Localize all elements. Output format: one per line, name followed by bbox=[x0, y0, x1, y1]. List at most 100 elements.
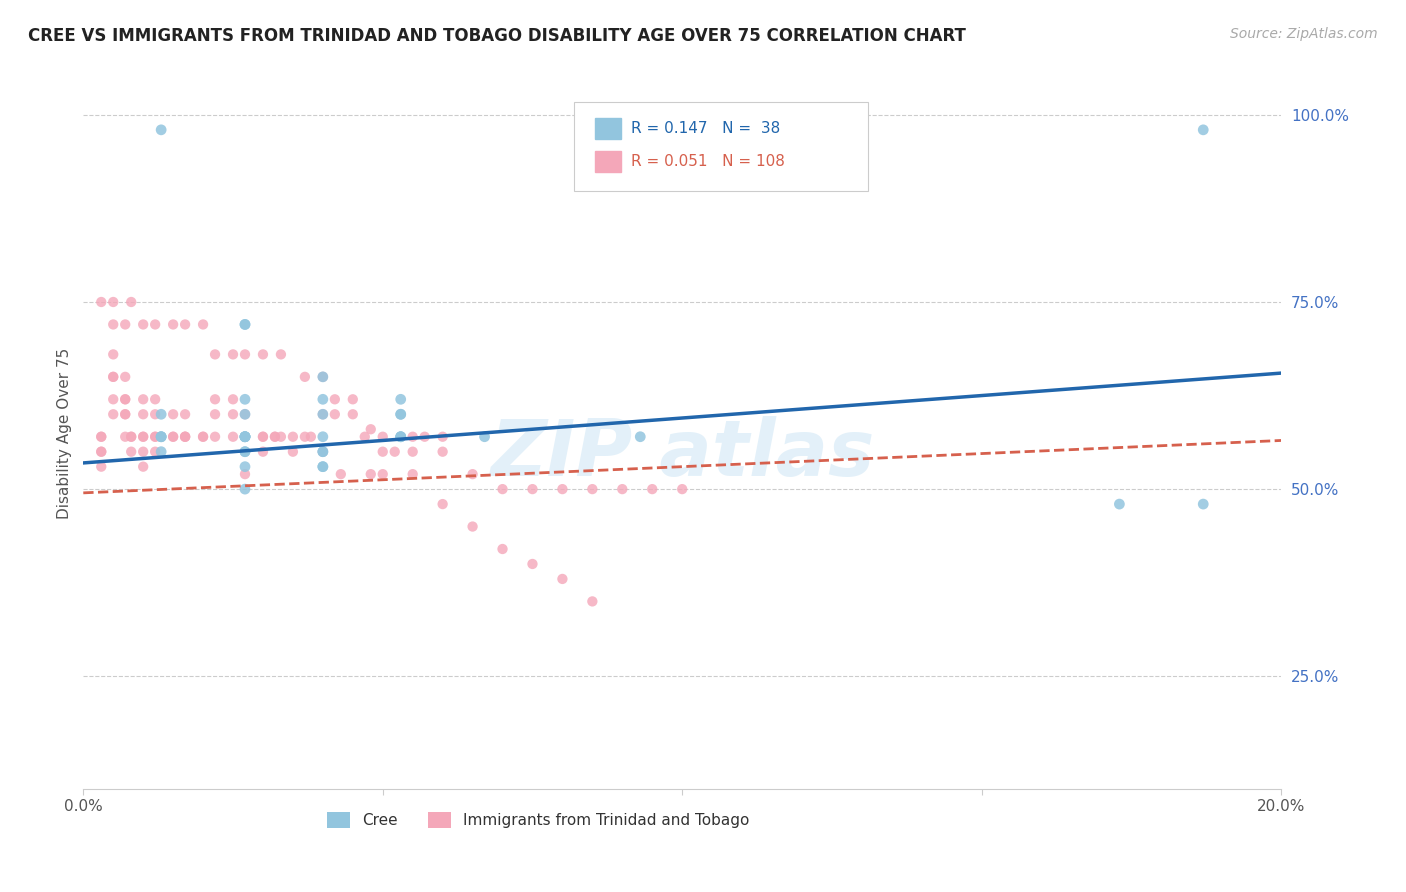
Text: ZIP atlas: ZIP atlas bbox=[491, 417, 875, 492]
Point bbox=[162, 407, 184, 421]
Point bbox=[389, 407, 412, 421]
Point bbox=[233, 430, 256, 444]
Point bbox=[474, 430, 496, 444]
Point bbox=[103, 407, 125, 421]
Point bbox=[312, 459, 335, 474]
Point bbox=[233, 467, 256, 482]
Point bbox=[641, 482, 664, 496]
Point bbox=[162, 318, 184, 332]
Point bbox=[222, 392, 245, 407]
Point bbox=[90, 430, 112, 444]
Point bbox=[432, 497, 454, 511]
Point bbox=[204, 430, 226, 444]
Point bbox=[103, 392, 125, 407]
Point bbox=[312, 369, 335, 384]
Point bbox=[150, 407, 173, 421]
Point bbox=[132, 392, 155, 407]
Point bbox=[612, 482, 634, 496]
Point bbox=[252, 444, 274, 458]
Point bbox=[233, 459, 256, 474]
Point bbox=[522, 482, 544, 496]
Point bbox=[312, 444, 335, 458]
Point bbox=[389, 392, 412, 407]
Point bbox=[162, 430, 184, 444]
Point bbox=[103, 369, 125, 384]
Text: R = 0.147   N =  38: R = 0.147 N = 38 bbox=[631, 121, 780, 136]
Point bbox=[299, 430, 322, 444]
Point bbox=[1192, 497, 1215, 511]
Point bbox=[90, 459, 112, 474]
Legend: Cree, Immigrants from Trinidad and Tobago: Cree, Immigrants from Trinidad and Tobag… bbox=[321, 806, 756, 834]
Point bbox=[312, 369, 335, 384]
Y-axis label: Disability Age Over 75: Disability Age Over 75 bbox=[58, 347, 72, 518]
Point bbox=[233, 430, 256, 444]
Text: CREE VS IMMIGRANTS FROM TRINIDAD AND TOBAGO DISABILITY AGE OVER 75 CORRELATION C: CREE VS IMMIGRANTS FROM TRINIDAD AND TOB… bbox=[28, 27, 966, 45]
Point bbox=[270, 430, 292, 444]
FancyBboxPatch shape bbox=[575, 103, 868, 191]
Point bbox=[1108, 497, 1130, 511]
Point bbox=[371, 444, 394, 458]
Point bbox=[402, 430, 425, 444]
Point bbox=[491, 541, 513, 556]
Bar bbox=[595, 151, 621, 172]
Point bbox=[233, 407, 256, 421]
Point bbox=[191, 318, 214, 332]
Point bbox=[233, 347, 256, 361]
Point bbox=[150, 123, 173, 137]
Point bbox=[360, 467, 382, 482]
Point bbox=[264, 430, 287, 444]
Point bbox=[522, 557, 544, 571]
Point bbox=[413, 430, 436, 444]
Point bbox=[312, 459, 335, 474]
Point bbox=[371, 467, 394, 482]
Point bbox=[233, 407, 256, 421]
Point bbox=[342, 407, 364, 421]
Point bbox=[389, 430, 412, 444]
Point bbox=[114, 392, 136, 407]
Point bbox=[252, 430, 274, 444]
Point bbox=[491, 482, 513, 496]
Point bbox=[323, 392, 346, 407]
Point bbox=[233, 482, 256, 496]
Point bbox=[90, 295, 112, 310]
Point bbox=[90, 444, 112, 458]
Point bbox=[353, 430, 375, 444]
Point bbox=[174, 318, 197, 332]
Point bbox=[389, 430, 412, 444]
Point bbox=[132, 444, 155, 458]
Point bbox=[1192, 123, 1215, 137]
Point bbox=[312, 430, 335, 444]
Point bbox=[312, 407, 335, 421]
Point bbox=[143, 318, 166, 332]
Point bbox=[360, 422, 382, 436]
Point bbox=[294, 369, 316, 384]
Point bbox=[252, 347, 274, 361]
Point bbox=[461, 467, 484, 482]
Point bbox=[120, 430, 142, 444]
Point bbox=[204, 347, 226, 361]
Point bbox=[252, 430, 274, 444]
Point bbox=[191, 430, 214, 444]
Point bbox=[174, 430, 197, 444]
Point bbox=[294, 430, 316, 444]
Point bbox=[222, 347, 245, 361]
Point bbox=[432, 444, 454, 458]
Point bbox=[162, 430, 184, 444]
Point bbox=[402, 467, 425, 482]
Point bbox=[329, 467, 352, 482]
Point bbox=[132, 430, 155, 444]
Point bbox=[233, 318, 256, 332]
Point bbox=[628, 430, 651, 444]
Point bbox=[389, 430, 412, 444]
Point bbox=[132, 318, 155, 332]
Point bbox=[233, 392, 256, 407]
Point bbox=[150, 444, 173, 458]
Point bbox=[103, 347, 125, 361]
Point bbox=[143, 430, 166, 444]
Point bbox=[264, 430, 287, 444]
Text: R = 0.051   N = 108: R = 0.051 N = 108 bbox=[631, 153, 785, 169]
Point bbox=[132, 459, 155, 474]
Point bbox=[90, 444, 112, 458]
Point bbox=[384, 444, 406, 458]
Point bbox=[312, 444, 335, 458]
